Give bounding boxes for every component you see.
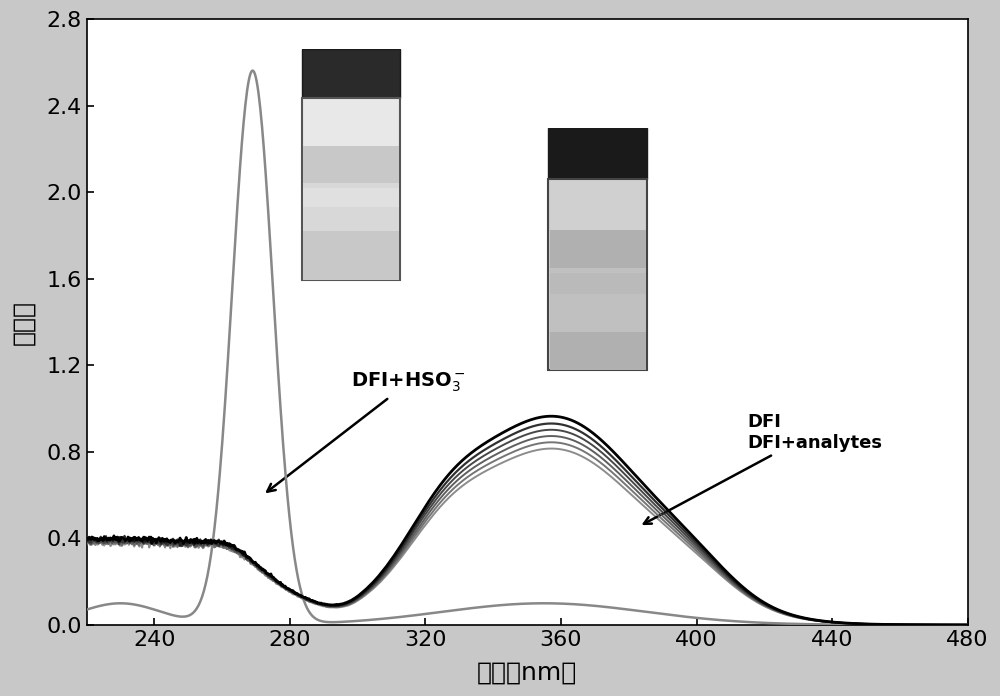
Text: DFI+HSO$_3^-$: DFI+HSO$_3^-$ [267, 371, 466, 491]
Y-axis label: 吸光度: 吸光度 [11, 299, 35, 345]
X-axis label: 波长（nm）: 波长（nm） [477, 661, 577, 685]
Text: DFI
DFI+analytes: DFI DFI+analytes [644, 413, 882, 524]
